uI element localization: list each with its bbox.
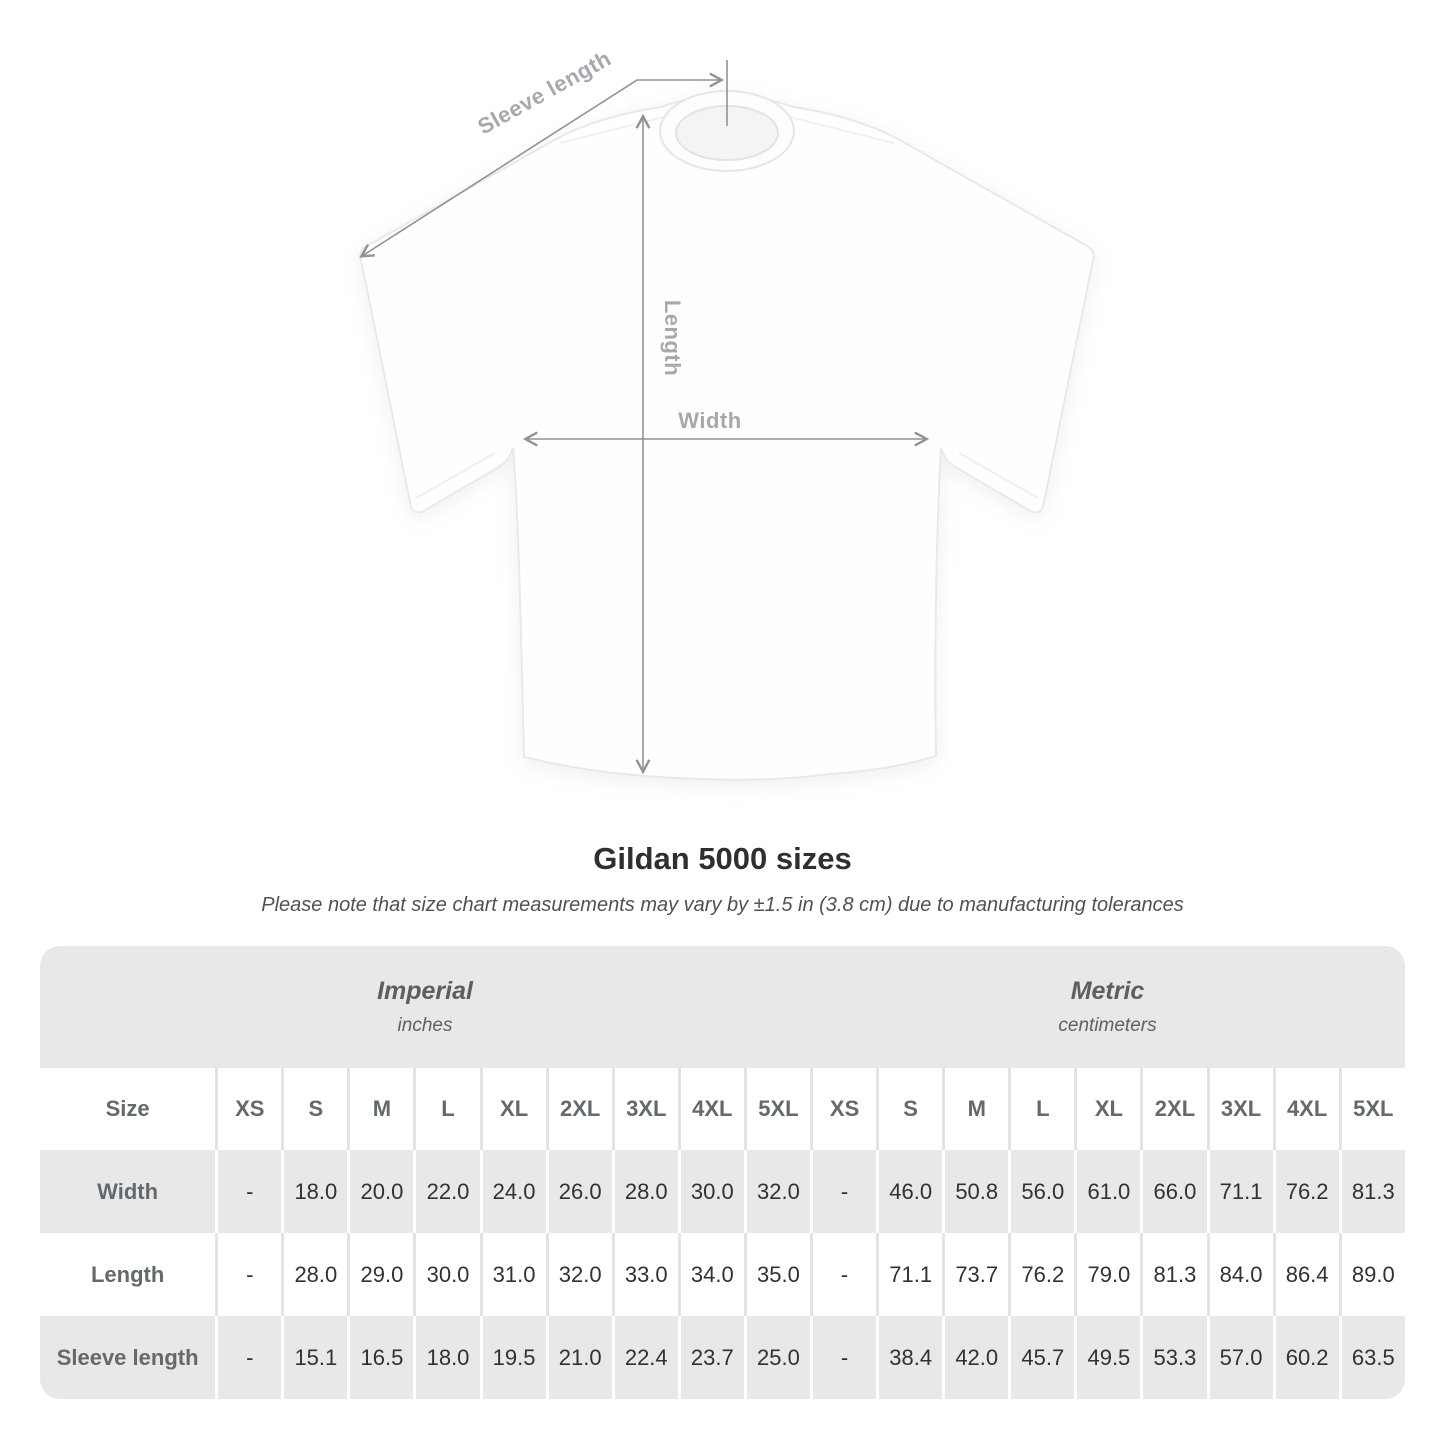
size-value-cell: 20.0	[347, 1150, 414, 1233]
size-value-cell: 76.2	[1008, 1233, 1075, 1316]
table-row-sleeve-length: Sleeve length - 15.1 16.5 18.0 19.5 21.0…	[40, 1316, 1405, 1399]
size-column-header: 5XL	[743, 1068, 811, 1150]
size-value-cell: 49.5	[1074, 1316, 1141, 1399]
size-value-cell: -	[215, 1316, 282, 1399]
size-value-cell: 71.1	[876, 1233, 943, 1316]
size-column-header: XS	[215, 1068, 282, 1150]
size-value-cell: 22.4	[611, 1316, 678, 1399]
size-value-cell: 86.4	[1272, 1233, 1339, 1316]
size-value-cell: 33.0	[611, 1233, 678, 1316]
imperial-title: Imperial	[377, 977, 473, 1005]
table-row-length: Length - 28.0 29.0 30.0 31.0 32.0 33.0 3…	[40, 1233, 1405, 1316]
size-value-cell: 66.0	[1140, 1150, 1207, 1233]
unit-header-row: Imperial inches Metric centimeters	[40, 946, 1405, 1068]
size-value-cell: 22.0	[413, 1150, 480, 1233]
metric-subtitle: centimeters	[1058, 1015, 1157, 1036]
size-value-cell: 35.0	[743, 1233, 811, 1316]
size-value-cell: 25.0	[743, 1316, 811, 1399]
size-corner-label: Size	[40, 1068, 216, 1150]
size-value-cell: 26.0	[545, 1150, 612, 1233]
size-column-header: 5XL	[1338, 1068, 1405, 1150]
size-column-header: 4XL	[677, 1068, 744, 1150]
size-value-cell: 57.0	[1206, 1316, 1273, 1399]
size-column-header: M	[942, 1068, 1009, 1150]
metric-title: Metric	[1070, 977, 1145, 1005]
size-value-cell: 71.1	[1206, 1150, 1273, 1233]
size-value-cell: 21.0	[545, 1316, 612, 1399]
size-column-header: S	[281, 1068, 348, 1150]
size-value-cell: 50.8	[942, 1150, 1009, 1233]
size-header-row: Size XS S M L XL 2XL 3XL 4XL 5XL XS S M …	[40, 1068, 1405, 1150]
size-column-header: L	[1008, 1068, 1075, 1150]
size-value-cell: 63.5	[1338, 1316, 1405, 1399]
size-value-cell: 76.2	[1272, 1150, 1339, 1233]
size-chart-table: Imperial inches Metric centimeters Size …	[40, 946, 1405, 1399]
imperial-subtitle: inches	[397, 1015, 453, 1036]
size-value-cell: 30.0	[413, 1233, 480, 1316]
size-value-cell: 60.2	[1272, 1316, 1339, 1399]
size-value-cell: -	[810, 1150, 877, 1233]
size-value-cell: 53.3	[1140, 1316, 1207, 1399]
size-value-cell: -	[810, 1233, 877, 1316]
size-value-cell: 28.0	[611, 1150, 678, 1233]
metric-header: Metric centimeters	[810, 946, 1405, 1068]
size-value-cell: -	[215, 1150, 282, 1233]
size-value-cell: 38.4	[876, 1316, 943, 1399]
size-value-cell: 42.0	[942, 1316, 1009, 1399]
size-value-cell: 28.0	[281, 1233, 348, 1316]
tshirt-measurement-diagram: Sleeve length Length Width	[0, 46, 1095, 781]
row-label: Length	[40, 1233, 216, 1316]
size-column-header: S	[876, 1068, 943, 1150]
size-column-header: XL	[1074, 1068, 1141, 1150]
size-value-cell: 32.0	[743, 1150, 811, 1233]
size-value-cell: 15.1	[281, 1316, 348, 1399]
size-column-header: XL	[479, 1068, 546, 1150]
size-column-header: 2XL	[1140, 1068, 1207, 1150]
imperial-header: Imperial inches	[40, 946, 811, 1068]
size-value-cell: 18.0	[281, 1150, 348, 1233]
size-column-header: M	[347, 1068, 414, 1150]
size-value-cell: 84.0	[1206, 1233, 1273, 1316]
size-column-header: 3XL	[611, 1068, 678, 1150]
size-value-cell: -	[810, 1316, 877, 1399]
size-value-cell: 46.0	[876, 1150, 943, 1233]
size-value-cell: 81.3	[1140, 1233, 1207, 1316]
size-value-cell: 19.5	[479, 1316, 546, 1399]
page-subtitle: Please note that size chart measurements…	[261, 894, 1184, 916]
size-value-cell: 56.0	[1008, 1150, 1075, 1233]
size-value-cell: 23.7	[677, 1316, 744, 1399]
size-value-cell: 89.0	[1338, 1233, 1405, 1316]
size-value-cell: 34.0	[677, 1233, 744, 1316]
size-value-cell: -	[215, 1233, 282, 1316]
page-title: Gildan 5000 sizes	[593, 841, 852, 876]
tshirt-image	[359, 90, 1095, 781]
size-chart-container: Imperial inches Metric centimeters Size …	[40, 946, 1405, 1399]
sleeve-length-arrow	[362, 80, 721, 256]
size-value-cell: 45.7	[1008, 1316, 1075, 1399]
size-column-header: 2XL	[545, 1068, 612, 1150]
size-value-cell: 18.0	[413, 1316, 480, 1399]
size-column-header: L	[413, 1068, 480, 1150]
row-label: Width	[40, 1150, 216, 1233]
size-value-cell: 61.0	[1074, 1150, 1141, 1233]
size-column-header: 4XL	[1272, 1068, 1339, 1150]
size-value-cell: 16.5	[347, 1316, 414, 1399]
row-label: Sleeve length	[40, 1316, 216, 1399]
size-value-cell: 29.0	[347, 1233, 414, 1316]
width-label: Width	[678, 408, 741, 433]
size-value-cell: 81.3	[1338, 1150, 1405, 1233]
size-value-cell: 24.0	[479, 1150, 546, 1233]
size-value-cell: 73.7	[942, 1233, 1009, 1316]
size-value-cell: 79.0	[1074, 1233, 1141, 1316]
size-value-cell: 32.0	[545, 1233, 612, 1316]
size-value-cell: 30.0	[677, 1150, 744, 1233]
table-row-width: Width - 18.0 20.0 22.0 24.0 26.0 28.0 30…	[40, 1150, 1405, 1233]
size-column-header: 3XL	[1206, 1068, 1273, 1150]
size-column-header: XS	[810, 1068, 877, 1150]
length-label: Length	[660, 300, 685, 376]
size-value-cell: 31.0	[479, 1233, 546, 1316]
